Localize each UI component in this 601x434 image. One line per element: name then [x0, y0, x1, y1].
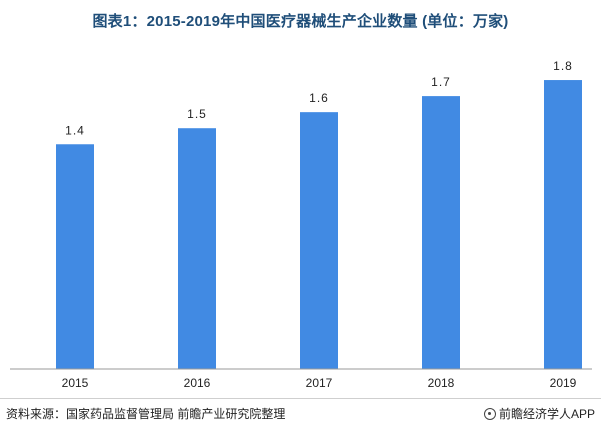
x-axis-ticks: 2015 2016 2017 2018 2019 — [62, 376, 577, 390]
bar-chart: 1.4 1.5 1.6 1.7 1.8 2015 2016 2017 2018 2019 — [10, 59, 592, 390]
x-tick-label-2015: 2015 — [62, 376, 89, 390]
brand-text: 前瞻经济学人APP — [498, 407, 595, 421]
bar-2018 — [422, 96, 460, 370]
chart-title: 图表1：2015-2019年中国医疗器械生产企业数量 (单位：万家) — [92, 13, 509, 30]
bars-layer: 1.4 1.5 1.6 1.7 1.8 — [56, 59, 582, 370]
data-label-2018: 1.7 — [431, 75, 451, 89]
brand: 前瞻经济学人APP — [483, 405, 595, 422]
bar-2016 — [178, 128, 216, 369]
x-tick-label-2016: 2016 — [184, 376, 211, 390]
data-label-2019: 1.8 — [553, 59, 573, 73]
data-label-2015: 1.4 — [65, 123, 85, 137]
data-label-2016: 1.5 — [187, 107, 207, 121]
x-tick-label-2018: 2018 — [428, 376, 455, 390]
x-tick-label-2017: 2017 — [306, 376, 333, 390]
source-text: 资料来源：国家药品监督管理局 前瞻产业研究院整理 — [6, 407, 286, 421]
x-tick-label-2019: 2019 — [550, 376, 577, 390]
data-label-2017: 1.6 — [309, 91, 329, 105]
bar-2019 — [544, 80, 582, 369]
footer: 资料来源：国家药品监督管理局 前瞻产业研究院整理 前瞻经济学人APP — [0, 398, 601, 434]
qianzhan-logo-icon — [483, 407, 496, 420]
bar-2015 — [56, 144, 94, 369]
bar-2017 — [300, 112, 338, 369]
